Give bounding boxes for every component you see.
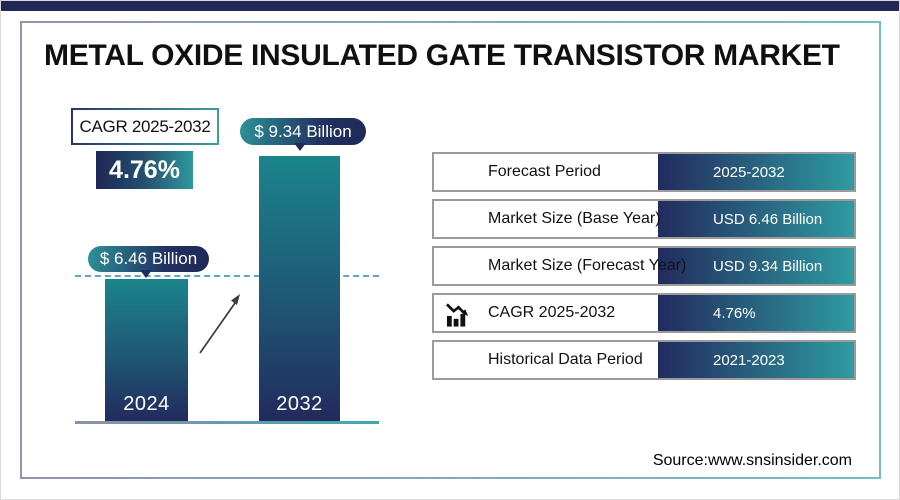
bar-2024: 2024: [105, 279, 188, 422]
reference-dashed-line: [75, 275, 379, 277]
bar-2024-label: 2024: [123, 393, 170, 415]
table-row: Historical Data Period 2021-2023: [432, 340, 856, 380]
cagr-period-box: CAGR 2025-2032: [71, 108, 219, 145]
table-row: CAGR 2025-2032 4.76%: [432, 293, 856, 333]
row-value: 2021-2023: [658, 342, 854, 378]
declining-bar-chart-icon: [445, 303, 469, 327]
table-row: Market Size (Forecast Year) USD 9.34 Bil…: [432, 246, 856, 286]
row-label: Historical Data Period: [488, 351, 643, 368]
table-row: Market Size (Base Year) USD 6.46 Billion: [432, 199, 856, 239]
cagr-value-box: 4.76%: [96, 151, 193, 189]
row-label: Market Size (Base Year): [488, 210, 661, 227]
row-label-text: CAGR 2025-2032: [488, 304, 616, 321]
row-value: 2025-2032: [658, 154, 854, 190]
row-label: Market Size (Forecast Year): [488, 257, 687, 274]
growth-arrow-icon: [199, 294, 240, 354]
table-row: Forecast Period 2025-2032: [432, 152, 856, 192]
bar-2032-label: 2032: [276, 393, 323, 415]
row-value: USD 9.34 Billion: [658, 248, 854, 284]
badge-pointer-2024: [140, 270, 152, 278]
row-value: USD 6.46 Billion: [658, 201, 854, 237]
row-label: CAGR 2025-2032: [434, 295, 658, 331]
value-badge-2024: $ 6.46 Billion: [88, 246, 209, 272]
row-label: Forecast Period: [488, 163, 601, 180]
bar-2032: 2032: [259, 156, 340, 422]
top-accent-bar: [1, 1, 899, 11]
source-text: Source:www.snsinsider.com: [652, 452, 852, 469]
chart-baseline: [75, 421, 379, 424]
row-value: 4.76%: [658, 295, 854, 331]
badge-pointer-2032: [294, 143, 306, 151]
value-badge-2032: $ 9.34 Billion: [240, 118, 366, 145]
page-title: METAL OXIDE INSULATED GATE TRANSISTOR MA…: [44, 39, 840, 72]
